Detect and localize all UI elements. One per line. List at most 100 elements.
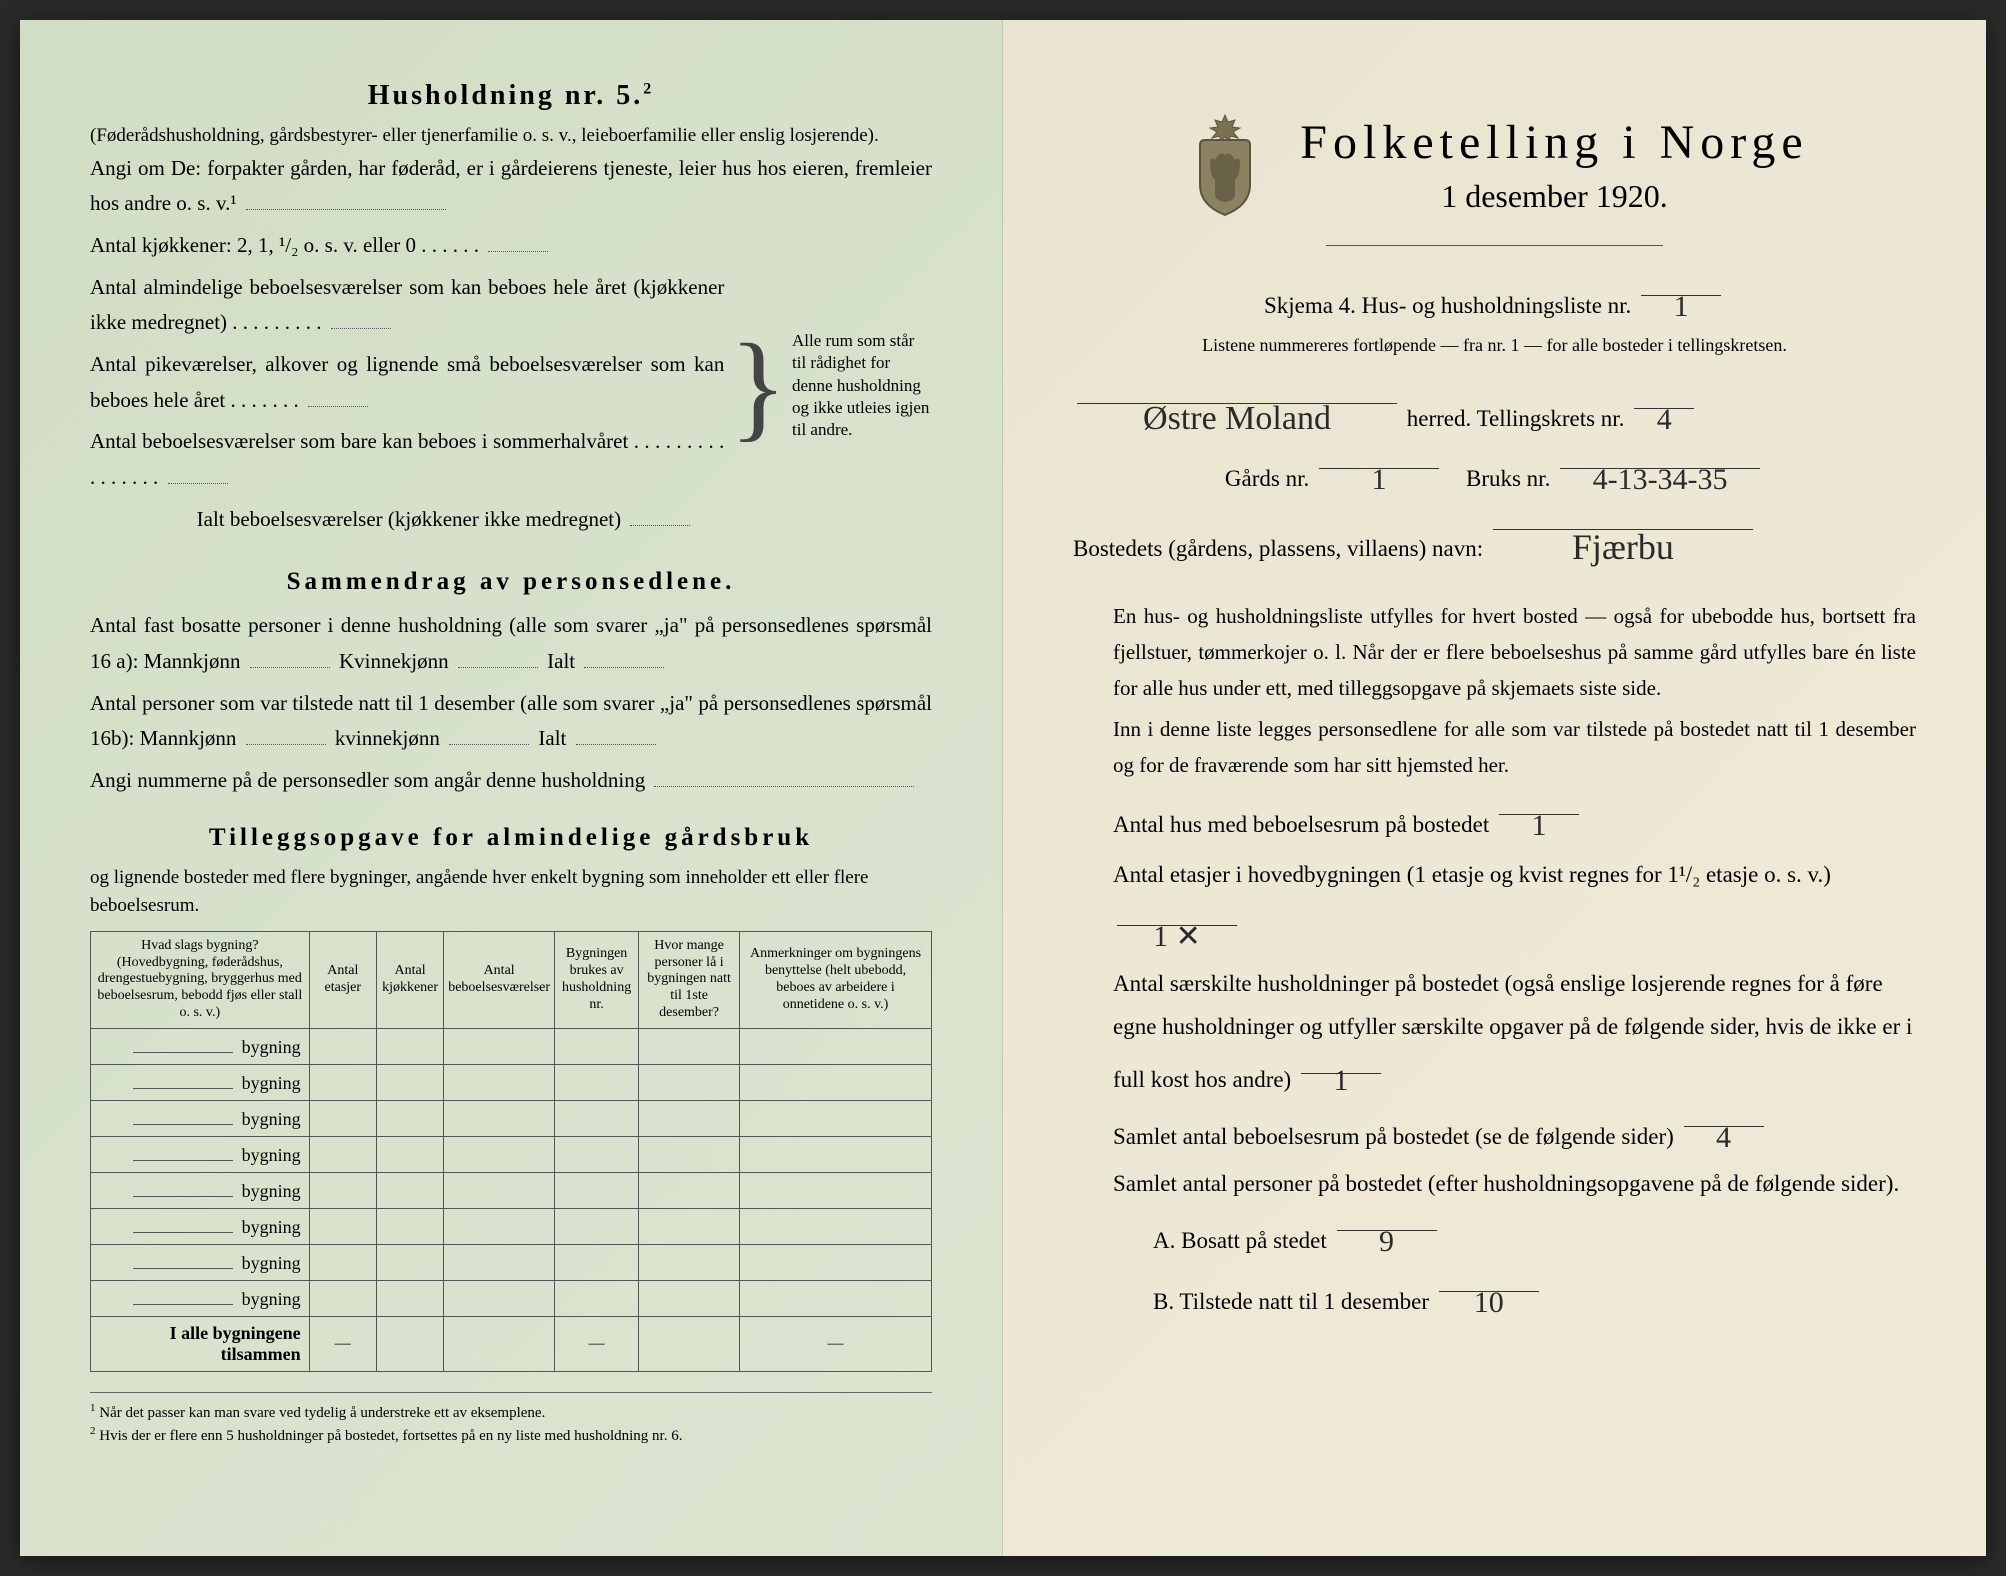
room2-text: Antal pikeværelser, alkover og lignende … bbox=[90, 352, 724, 412]
fill bbox=[654, 766, 914, 787]
q5b-value-line: 10 bbox=[1439, 1267, 1539, 1292]
q5b-line: B. Tilstede natt til 1 desember 10 bbox=[1073, 1267, 1916, 1328]
q5-line: Samlet antal personer på bostedet (efter… bbox=[1073, 1162, 1916, 1206]
room-line-3: Antal beboelsesværelser som bare kan beb… bbox=[90, 424, 724, 495]
schema-value: 1 bbox=[1674, 274, 1689, 340]
table-row: bygning bbox=[91, 1208, 932, 1244]
table-header-row: Hvad slags bygning? (Hovedbygning, føder… bbox=[91, 931, 932, 1028]
title-row: Folketelling i Norge 1 desember 1920. bbox=[1073, 110, 1916, 220]
th-type: Hvad slags bygning? (Hovedbygning, føder… bbox=[91, 931, 310, 1028]
kitchen-text: Antal kjøkkener: 2, 1, ¹/₂ o. s. v. elle… bbox=[90, 233, 416, 257]
table-row: bygning bbox=[91, 1136, 932, 1172]
q2b-label: etasje o. s. v.) bbox=[1706, 862, 1831, 887]
fn2-text: Hvis der er flere enn 5 husholdninger på… bbox=[99, 1428, 682, 1444]
para2: Inn i denne liste legges personsedlene f… bbox=[1073, 712, 1916, 783]
th-household: Bygningen brukes av husholdning nr. bbox=[555, 931, 639, 1028]
fill bbox=[458, 647, 538, 668]
s1b: Kvinnekjønn bbox=[339, 649, 449, 673]
supp-title: Tilleggsopgave for almindelige gårdsbruk bbox=[90, 824, 932, 852]
q2a-label: Antal etasjer i hovedbygningen (1 etasje… bbox=[1113, 862, 1700, 887]
th-floors: Antal etasjer bbox=[309, 931, 376, 1028]
th-persons: Hvor mange personer lå i bygningen natt … bbox=[639, 931, 740, 1028]
gards-value: 1 bbox=[1371, 447, 1386, 513]
para1: En hus- og husholdningsliste utfylles fo… bbox=[1073, 599, 1916, 706]
table-row: bygning bbox=[91, 1244, 932, 1280]
list-note: Listene nummereres fortløpende — fra nr.… bbox=[1073, 332, 1916, 359]
table-total-row: I alle bygningene tilsammen——— bbox=[91, 1316, 932, 1371]
row-lbl: bygning bbox=[242, 1037, 301, 1057]
q4-line: Samlet antal beboelsesrum på bostedet (s… bbox=[1073, 1102, 1916, 1163]
bracket-note: Alle rum som står til rådighet for denne… bbox=[792, 330, 932, 440]
intro-instruct: Angi om De: forpakter gården, har føderå… bbox=[90, 151, 932, 222]
q5a-line: A. Bosatt på stedet 9 bbox=[1073, 1206, 1916, 1267]
herred-line: Østre Moland herred. Tellingskrets nr. 4 bbox=[1073, 379, 1916, 445]
schema-value-line: 1 bbox=[1641, 271, 1721, 296]
table-row: bygning bbox=[91, 1064, 932, 1100]
fill bbox=[584, 647, 664, 668]
q4-value-line: 4 bbox=[1684, 1102, 1764, 1127]
th-kitchens: Antal kjøkkener bbox=[376, 931, 443, 1028]
q2-value: 1 ✕ bbox=[1153, 904, 1201, 970]
household-title: Husholdning nr. 5.2 bbox=[90, 80, 932, 112]
main-date: 1 desember 1920. bbox=[1300, 178, 1808, 215]
table-body: bygning bygning bygning bygning bygning … bbox=[91, 1028, 932, 1371]
s2b: kvinnekjønn bbox=[335, 726, 440, 750]
room-line-1: Antal almindelige beboelsesværelser som … bbox=[90, 270, 724, 341]
bosted-label: Bostedets (gårdens, plassens, villaens) … bbox=[1073, 536, 1483, 561]
s1c: Ialt bbox=[547, 649, 575, 673]
bosted-value: Fjærbu bbox=[1572, 508, 1674, 587]
herred-value-line: Østre Moland bbox=[1077, 379, 1397, 404]
table-row: bygning bbox=[91, 1172, 932, 1208]
q1-value-line: 1 bbox=[1499, 790, 1579, 815]
intro-paren: (Føderådshusholdning, gårdsbestyrer- ell… bbox=[90, 122, 932, 151]
fn1-text: Når det passer kan man svare ved tydelig… bbox=[99, 1405, 545, 1421]
row-lbl: bygning bbox=[242, 1073, 301, 1093]
gards-label: Gårds nr. bbox=[1225, 466, 1309, 491]
row-lbl: bygning bbox=[242, 1253, 301, 1273]
q5a-value-line: 9 bbox=[1337, 1206, 1437, 1231]
footnote-2: 2 Hvis der er flere enn 5 husholdninger … bbox=[90, 1424, 932, 1447]
krets-value: 4 bbox=[1657, 387, 1672, 453]
table-row: bygning bbox=[91, 1028, 932, 1064]
fill bbox=[168, 463, 228, 484]
title-block: Folketelling i Norge 1 desember 1920. bbox=[1300, 115, 1808, 215]
divider bbox=[1326, 245, 1663, 246]
row-lbl: bygning bbox=[242, 1217, 301, 1237]
room-line-2: Antal pikeværelser, alkover og lignende … bbox=[90, 347, 724, 418]
row-lbl: bygning bbox=[242, 1145, 301, 1165]
summary-p3: Angi nummerne på de personsedler som ang… bbox=[90, 763, 932, 799]
bruks-value: 4-13-34-35 bbox=[1593, 447, 1728, 513]
fill bbox=[331, 308, 391, 329]
main-title: Folketelling i Norge bbox=[1300, 115, 1808, 170]
th-remarks: Anmerkninger om bygningens benyttelse (h… bbox=[740, 931, 932, 1028]
rooms-bracket-group: Antal kjøkkener: 2, 1, ¹/₂ o. s. v. elle… bbox=[90, 228, 932, 544]
q4-value: 4 bbox=[1716, 1105, 1731, 1171]
room1-text: Antal almindelige beboelsesværelser som … bbox=[90, 275, 724, 335]
fill-line bbox=[246, 189, 446, 210]
q4-label: Samlet antal beboelsesrum på bostedet (s… bbox=[1113, 1124, 1674, 1149]
title-text: Husholdning nr. 5. bbox=[368, 80, 644, 111]
s3: Angi nummerne på de personsedler som ang… bbox=[90, 768, 645, 792]
q5a-value: 9 bbox=[1379, 1209, 1394, 1275]
q2-line: Antal etasjer i hovedbygningen (1 etasje… bbox=[1073, 850, 1916, 961]
fill bbox=[488, 231, 548, 252]
fill bbox=[449, 724, 529, 745]
table-row: bygning bbox=[91, 1280, 932, 1316]
footnote-1: 1 Når det passer kan man svare ved tydel… bbox=[90, 1401, 932, 1424]
krets-value-line: 4 bbox=[1634, 384, 1694, 409]
bruks-label: Bruks nr. bbox=[1466, 466, 1550, 491]
q3-value-line: 1 bbox=[1301, 1049, 1381, 1074]
intro-instruct-text: Angi om De: forpakter gården, har føderå… bbox=[90, 156, 932, 216]
th-rooms: Antal beboelsesværelser bbox=[444, 931, 555, 1028]
right-page: Folketelling i Norge 1 desember 1920. Sk… bbox=[1003, 20, 1986, 1556]
room3-text: Antal beboelsesværelser som bare kan beb… bbox=[90, 429, 628, 453]
footnotes: 1 Når det passer kan man svare ved tydel… bbox=[90, 1392, 932, 1447]
summary-title: Sammendrag av personsedlene. bbox=[90, 568, 932, 596]
q1-label: Antal hus med beboelsesrum på bostedet bbox=[1113, 812, 1489, 837]
q1-value: 1 bbox=[1531, 793, 1546, 859]
fill bbox=[250, 647, 330, 668]
herred-value: Østre Moland bbox=[1143, 382, 1331, 457]
total-rooms-line: Ialt beboelsesværelser (kjøkkener ikke m… bbox=[90, 502, 724, 538]
q3-value: 1 bbox=[1333, 1052, 1348, 1109]
q5b-label: B. Tilstede natt til 1 desember bbox=[1153, 1289, 1429, 1314]
